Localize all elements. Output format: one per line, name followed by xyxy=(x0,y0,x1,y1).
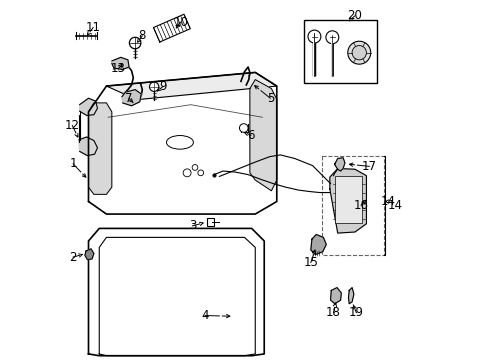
Text: 14: 14 xyxy=(380,195,395,208)
Text: 11: 11 xyxy=(85,21,101,34)
Text: 16: 16 xyxy=(353,199,368,212)
Text: 15: 15 xyxy=(303,256,318,269)
Text: 18: 18 xyxy=(325,306,340,319)
Text: 14: 14 xyxy=(387,199,402,212)
Polygon shape xyxy=(310,234,325,255)
Circle shape xyxy=(183,169,191,177)
Text: 20: 20 xyxy=(347,9,362,22)
Text: 1: 1 xyxy=(69,157,77,170)
Circle shape xyxy=(239,124,247,132)
Text: 17: 17 xyxy=(361,160,376,173)
Text: 13: 13 xyxy=(111,62,125,75)
Text: 12: 12 xyxy=(65,119,80,132)
Circle shape xyxy=(325,31,338,44)
Polygon shape xyxy=(88,103,112,194)
Polygon shape xyxy=(88,228,264,356)
Text: 10: 10 xyxy=(173,16,188,29)
Text: 19: 19 xyxy=(348,306,363,319)
Polygon shape xyxy=(79,137,97,156)
Polygon shape xyxy=(88,72,276,214)
Polygon shape xyxy=(106,72,276,100)
Polygon shape xyxy=(153,14,190,42)
Circle shape xyxy=(129,37,141,49)
Bar xyxy=(321,156,384,255)
Polygon shape xyxy=(348,288,353,304)
Text: 3: 3 xyxy=(188,219,196,233)
Text: 4: 4 xyxy=(201,309,208,322)
Polygon shape xyxy=(122,90,141,106)
Text: 7: 7 xyxy=(125,92,133,105)
Circle shape xyxy=(307,30,320,43)
Text: 2: 2 xyxy=(69,251,77,264)
Circle shape xyxy=(198,170,203,176)
Text: 5: 5 xyxy=(266,92,273,105)
Polygon shape xyxy=(80,98,97,116)
Polygon shape xyxy=(249,80,276,191)
Text: 8: 8 xyxy=(138,29,146,42)
Polygon shape xyxy=(85,249,94,260)
Polygon shape xyxy=(334,158,344,171)
Text: 6: 6 xyxy=(247,129,254,142)
Bar xyxy=(334,176,361,223)
Circle shape xyxy=(192,165,198,170)
Ellipse shape xyxy=(166,135,193,149)
Polygon shape xyxy=(329,168,366,233)
Bar xyxy=(303,21,376,83)
Text: 9: 9 xyxy=(159,80,166,93)
Circle shape xyxy=(347,41,370,64)
Bar xyxy=(206,219,214,226)
Polygon shape xyxy=(112,57,129,69)
Circle shape xyxy=(149,82,159,91)
Circle shape xyxy=(351,45,366,60)
Polygon shape xyxy=(330,288,341,304)
